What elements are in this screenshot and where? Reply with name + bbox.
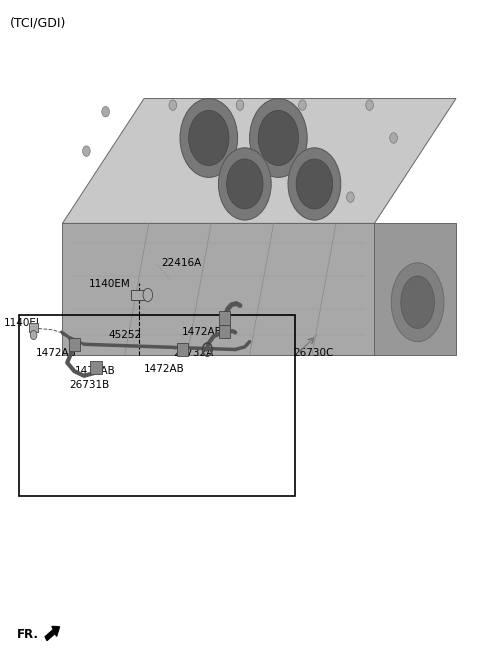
Circle shape	[296, 159, 333, 209]
Polygon shape	[374, 223, 456, 355]
Text: 26732A: 26732A	[173, 348, 213, 359]
Circle shape	[83, 146, 90, 156]
Bar	[69, 338, 80, 351]
Circle shape	[30, 330, 37, 340]
FancyArrow shape	[45, 626, 60, 641]
Text: 1472AB: 1472AB	[144, 364, 185, 374]
Ellipse shape	[401, 276, 434, 328]
Circle shape	[143, 288, 153, 302]
Bar	[177, 343, 188, 356]
Bar	[219, 311, 230, 325]
Text: 26731B: 26731B	[70, 380, 110, 390]
Bar	[90, 361, 102, 374]
Text: 22416A: 22416A	[161, 258, 201, 268]
Circle shape	[390, 133, 397, 143]
Text: 1140EJ: 1140EJ	[4, 318, 40, 328]
Text: 1472AB: 1472AB	[74, 366, 115, 376]
Bar	[29, 323, 38, 332]
Text: 26730C: 26730C	[293, 348, 333, 359]
Circle shape	[299, 100, 306, 110]
Text: 1140EM: 1140EM	[89, 279, 131, 289]
Text: 1472AB: 1472AB	[36, 348, 77, 359]
Circle shape	[102, 106, 109, 117]
Circle shape	[236, 100, 244, 110]
Bar	[131, 290, 145, 300]
Circle shape	[189, 110, 229, 166]
Polygon shape	[62, 223, 374, 355]
Circle shape	[227, 159, 263, 209]
Circle shape	[347, 192, 354, 202]
Bar	[219, 325, 230, 338]
Text: FR.: FR.	[17, 628, 39, 641]
Circle shape	[288, 148, 341, 220]
Polygon shape	[62, 99, 456, 223]
Text: 45252: 45252	[108, 330, 141, 340]
Circle shape	[250, 99, 307, 177]
Circle shape	[169, 100, 177, 110]
Circle shape	[218, 148, 271, 220]
Bar	[19, 315, 295, 496]
Circle shape	[258, 110, 299, 166]
Circle shape	[180, 99, 238, 177]
Text: 1472AB: 1472AB	[181, 327, 222, 338]
Text: (TCI/GDI): (TCI/GDI)	[10, 16, 66, 30]
Circle shape	[366, 100, 373, 110]
Ellipse shape	[391, 263, 444, 342]
